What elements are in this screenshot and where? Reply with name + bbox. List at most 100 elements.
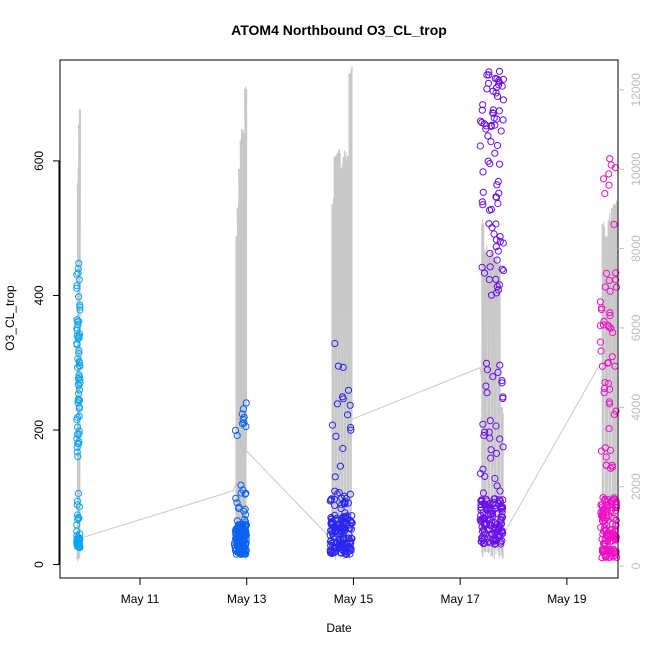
data-point (74, 265, 82, 273)
data-point (493, 92, 502, 101)
data-point (236, 539, 244, 548)
data-point (75, 373, 83, 381)
data-point (242, 489, 250, 497)
data-point (75, 438, 83, 446)
data-point (347, 424, 355, 432)
data-point (242, 550, 250, 558)
data-point (478, 263, 486, 271)
data-point (479, 168, 487, 176)
data-point (607, 161, 615, 169)
data-point (76, 306, 84, 314)
data-point (597, 523, 605, 532)
data-point (480, 120, 488, 128)
data-point (73, 448, 81, 456)
data-point (338, 501, 346, 509)
data-point (482, 382, 490, 390)
data-point (235, 503, 243, 511)
data-point (339, 444, 347, 453)
data-point (329, 549, 337, 557)
data-point (487, 122, 495, 131)
data-point (494, 177, 502, 186)
data-point (612, 516, 621, 525)
data-point (491, 121, 499, 129)
data-point (485, 276, 493, 284)
data-point (607, 324, 615, 332)
data-point (602, 453, 610, 461)
data-point (344, 386, 353, 394)
data-point (596, 322, 605, 330)
data-point (241, 523, 250, 531)
series-flight-4 (476, 67, 508, 548)
data-point (483, 85, 491, 93)
data-point (484, 157, 492, 165)
data-point (477, 518, 485, 526)
data-point (601, 496, 609, 505)
series-flight-1 (73, 259, 84, 552)
data-point (478, 106, 486, 114)
data-point (497, 503, 505, 512)
data-point (73, 501, 81, 509)
data-point (339, 539, 347, 547)
data-point (344, 411, 352, 419)
x-axis: May 11 May 13 May 15 May 17 May 19 (121, 578, 587, 606)
data-point (608, 353, 616, 361)
data-point (605, 400, 614, 408)
data-point (489, 109, 497, 117)
y2-tick-label: 12000 (629, 73, 643, 107)
data-point (342, 513, 350, 521)
y2-tick-label: 4000 (629, 394, 643, 421)
data-point (489, 106, 497, 114)
data-point (242, 422, 250, 431)
data-point (499, 75, 507, 83)
data-point (481, 472, 489, 480)
data-point (604, 379, 613, 388)
data-point (242, 531, 250, 539)
data-point (331, 516, 339, 524)
data-point (480, 528, 488, 536)
data-point (326, 497, 334, 505)
data-point (492, 422, 500, 430)
data-point (234, 533, 242, 541)
data-point (237, 481, 245, 489)
data-point (75, 349, 83, 357)
data-point (73, 284, 81, 292)
data-point (606, 312, 614, 320)
y-axis-title: O3_CL_trop (3, 285, 17, 351)
data-point (477, 500, 485, 509)
data-point (346, 401, 354, 409)
data-point (596, 298, 605, 306)
data-point (489, 509, 497, 518)
data-point (75, 293, 83, 301)
data-point (232, 535, 240, 543)
data-point (328, 421, 337, 429)
x-tick-label: May 11 (121, 592, 160, 606)
data-point (331, 473, 339, 481)
data-point (241, 490, 249, 498)
data-point (610, 220, 618, 228)
data-point (497, 127, 505, 135)
data-point (487, 205, 495, 213)
data-point (241, 505, 249, 513)
data-point (239, 548, 248, 557)
y-tick-label: 200 (32, 420, 46, 440)
data-point (480, 540, 488, 548)
series-flight-3 (326, 339, 356, 559)
data-point (606, 545, 614, 553)
data-point (75, 396, 83, 404)
data-point (492, 193, 500, 201)
data-point (73, 316, 81, 324)
data-point (495, 67, 504, 75)
data-point (492, 289, 501, 297)
data-point (598, 535, 606, 543)
data-point (330, 547, 338, 556)
data-point (347, 546, 355, 555)
data-point (338, 393, 347, 401)
data-point (485, 428, 493, 436)
data-point (74, 439, 82, 448)
data-point (483, 389, 491, 397)
data-point (499, 443, 507, 451)
data-point (328, 518, 336, 526)
y2-tick-label: 10000 (629, 152, 643, 186)
data-point (340, 492, 349, 500)
